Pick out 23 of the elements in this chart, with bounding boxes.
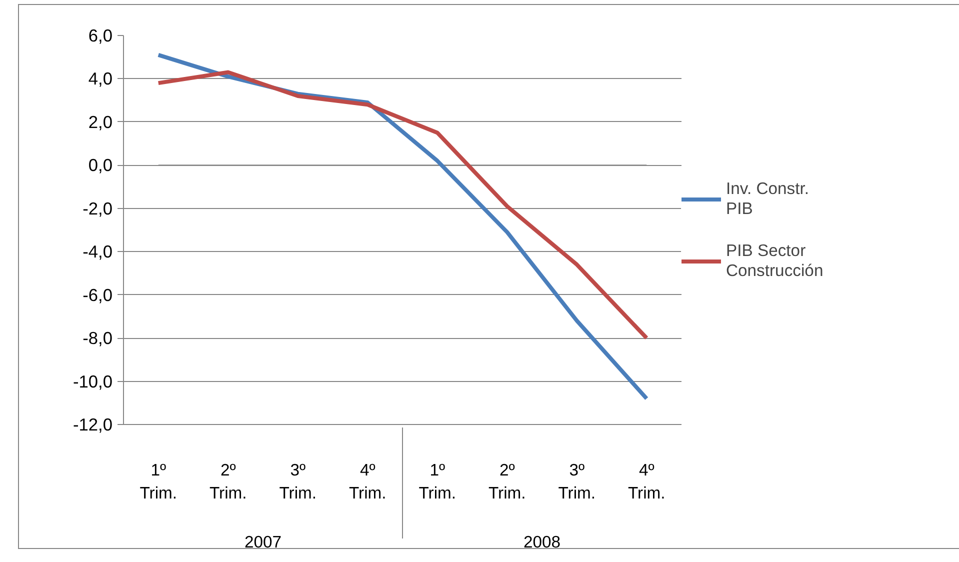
y-tick-label: -6,0	[82, 284, 112, 305]
y-tick-label: 6,0	[88, 26, 113, 46]
x-tick-label: 2º Trim.	[488, 460, 526, 502]
y-tick-label: 4,0	[88, 68, 113, 89]
x-tick-label: 4º Trim.	[628, 460, 666, 502]
y-tick-label: 0,0	[88, 155, 113, 176]
line-series	[156, 70, 649, 340]
y-tick-label: -12,0	[73, 414, 113, 434]
x-tick-label: 4º Trim.	[348, 460, 386, 502]
y-tick-label: -4,0	[82, 242, 112, 262]
y-tick-label: -8,0	[82, 328, 112, 348]
x-tick-label: 1º Trim.	[140, 460, 178, 502]
legend-label: PIB Sector Construcción	[726, 240, 824, 280]
x-tick-label: 2º Trim.	[209, 460, 247, 502]
x-tick-label: 1º Trim.	[418, 460, 456, 502]
y-tick-label: 2,0	[88, 112, 113, 132]
text: 2007	[244, 532, 282, 552]
legend-label: Inv. Constr. PIB	[726, 178, 810, 218]
x-tick-label: 3º Trim.	[558, 460, 596, 502]
y-tick-label: -10,0	[73, 371, 113, 392]
x-tick-label: 3º Trim.	[279, 460, 317, 502]
text: 2008	[523, 532, 561, 552]
y-tick-label: -2,0	[82, 198, 112, 218]
